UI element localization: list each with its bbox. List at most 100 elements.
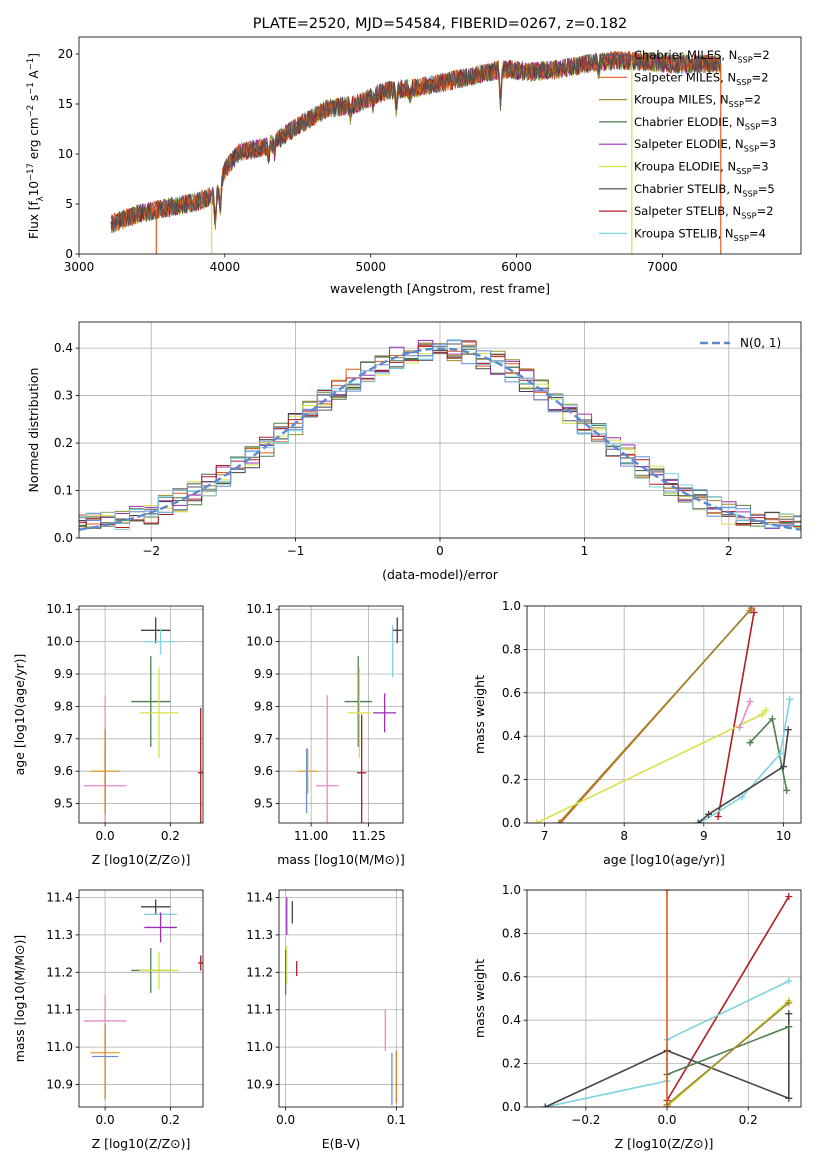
y-tick-label: 10.9: [246, 1078, 273, 1092]
label-part: age [log10(age/yr)]: [603, 852, 725, 867]
chart-z-age: 0.0 0.2 9.5 9.6 9.7 9.8 9.9 10.0 10.1 Z [log10(Z/…: [12, 602, 204, 867]
spectrum-line: [110, 52, 722, 233]
legend-label: Chabrier ELODIE, NSSP=3: [634, 115, 777, 131]
label-part: =2: [752, 70, 769, 84]
label-part: 10: [27, 181, 41, 196]
data-point: [758, 711, 766, 718]
y-tick-label: 9.8: [54, 699, 73, 713]
data-point: [776, 750, 784, 758]
legend-label: Chabrier STELIB, NSSP=5: [634, 182, 775, 198]
label-part: SSP: [734, 233, 749, 243]
label-part: erg cm: [27, 117, 41, 163]
y-axis-label: mass [log10(M/M⊙)]: [12, 935, 27, 1063]
x-tick-label: 2: [725, 544, 733, 558]
label-part: SSP: [737, 54, 752, 64]
x-tick-label: 9: [700, 829, 708, 843]
data-point: [541, 1103, 549, 1107]
data-point: [746, 739, 754, 747]
label-part: SSP: [736, 77, 751, 87]
x-tick-label: 11.25: [351, 829, 385, 843]
x-tick-label: 3000: [64, 260, 95, 274]
data-point: [768, 715, 776, 723]
data-point: [785, 893, 793, 901]
x-axis-label: Z [log10(Z/Z⊙)]: [92, 1136, 191, 1151]
data-point: [533, 819, 541, 823]
series-line: [697, 729, 790, 823]
normal-curve: [79, 347, 801, 531]
label-part: Z [log10(Z/Z⊙)]: [615, 1136, 714, 1151]
histogram-step: [79, 343, 801, 527]
series-line: [536, 709, 767, 823]
data-point: [663, 890, 671, 894]
plot-area: [541, 890, 793, 1107]
data-point: [714, 812, 722, 820]
data-point: [663, 1103, 671, 1107]
chart-age-weight: 7 8 9 10 0.0 0.2 0.4 0.6 0.8 1.0 age [log10(age/yr…: [472, 599, 802, 867]
chart-ebv-mass: 0.0 0.1 10.9 11.0 11.1 11.2 11.3 11.4 E(B-V): [246, 889, 406, 1151]
label-part: Salpeter STELIB, N: [634, 204, 741, 218]
series-line: [544, 1013, 790, 1107]
y-tick-label: 10: [58, 147, 73, 161]
x-tick-label: 10: [776, 829, 791, 843]
y-tick-label: 9.6: [54, 764, 73, 778]
legend-label: Salpeter STELIB, NSSP=2: [634, 204, 774, 220]
series-line: [666, 1002, 790, 1106]
plot-frame: [78, 321, 802, 539]
data-point: [762, 706, 770, 714]
y-tick-label: 11.1: [46, 1003, 73, 1017]
y-tick-label: 0: [65, 247, 73, 261]
y-axis-label: Flux [fλ10−17 erg cm−2 s−1 A−1]: [26, 53, 46, 239]
label-part: mass weight: [472, 959, 487, 1038]
y-tick-label: 0.6: [502, 686, 521, 700]
label-part: Chabrier ELODIE, N: [634, 115, 745, 129]
y-tick-label: 0.0: [502, 1100, 521, 1114]
label-part: λ: [36, 196, 46, 201]
y-tick-label: 10.1: [246, 602, 273, 616]
y-axis-label: Normed distribution: [26, 368, 41, 493]
plot-area: [83, 899, 203, 1100]
series-line: [738, 701, 751, 728]
label-part: =2: [744, 93, 761, 107]
data-point: [694, 819, 702, 823]
label-part: =2: [757, 204, 774, 218]
x-tick-label: 0.2: [161, 1113, 180, 1127]
label-part: SSP: [736, 166, 751, 176]
y-tick-label: 0.0: [502, 816, 521, 830]
x-tick-label: 0.0: [657, 1113, 676, 1127]
y-tick-label: 11.3: [46, 928, 73, 942]
label-part: SSP: [729, 99, 744, 109]
label-part: mass [log10(M/M⊙)]: [277, 852, 405, 867]
y-tick-label: 11.4: [46, 890, 73, 904]
data-point: [785, 977, 793, 985]
data-point: [779, 763, 787, 771]
label-part: −17: [26, 163, 36, 181]
label-part: Z [log10(Z/Z⊙)]: [92, 852, 191, 867]
y-axis-label: mass weight: [472, 959, 487, 1038]
legend-label: Kroupa STELIB, NSSP=4: [634, 226, 766, 242]
label-part: −2: [26, 105, 36, 118]
plot-area: [83, 617, 203, 823]
label-part: A: [27, 69, 41, 82]
label-part: E(B-V): [322, 1136, 361, 1151]
y-tick-label: 11.0: [46, 1040, 73, 1054]
data-point: [555, 819, 563, 823]
x-tick-label: 0.2: [739, 1113, 758, 1127]
plot-area: [110, 50, 722, 254]
x-tick-label: 11.00: [294, 829, 328, 843]
chart-z-weight: −0.2 0.0 0.2 0.0 0.2 0.4 0.6 0.8 1.0 Z [log10(Z/Z…: [472, 883, 802, 1151]
label-part: Kroupa ELODIE, N: [634, 160, 736, 174]
label-part: Chabrier MILES, N: [634, 48, 737, 62]
y-tick-label: 9.8: [254, 699, 273, 713]
spectrum-line: [110, 50, 722, 233]
chart-title: PLATE=2520, MJD=54584, FIBERID=0267, z=0…: [253, 16, 627, 32]
plot-area: [79, 339, 801, 531]
x-axis-label: wavelength [Angstrom, rest frame]: [330, 281, 550, 296]
y-tick-label: 0.4: [502, 729, 521, 743]
y-tick-label: 9.5: [54, 797, 73, 811]
y-tick-label: 10.1: [46, 602, 73, 616]
legend-label: Salpeter MILES, NSSP=2: [634, 70, 769, 86]
x-tick-label: 4000: [210, 260, 241, 274]
plot-frame: [78, 36, 802, 255]
y-tick-label: 20: [58, 47, 73, 61]
x-tick-label: −2: [142, 544, 160, 558]
